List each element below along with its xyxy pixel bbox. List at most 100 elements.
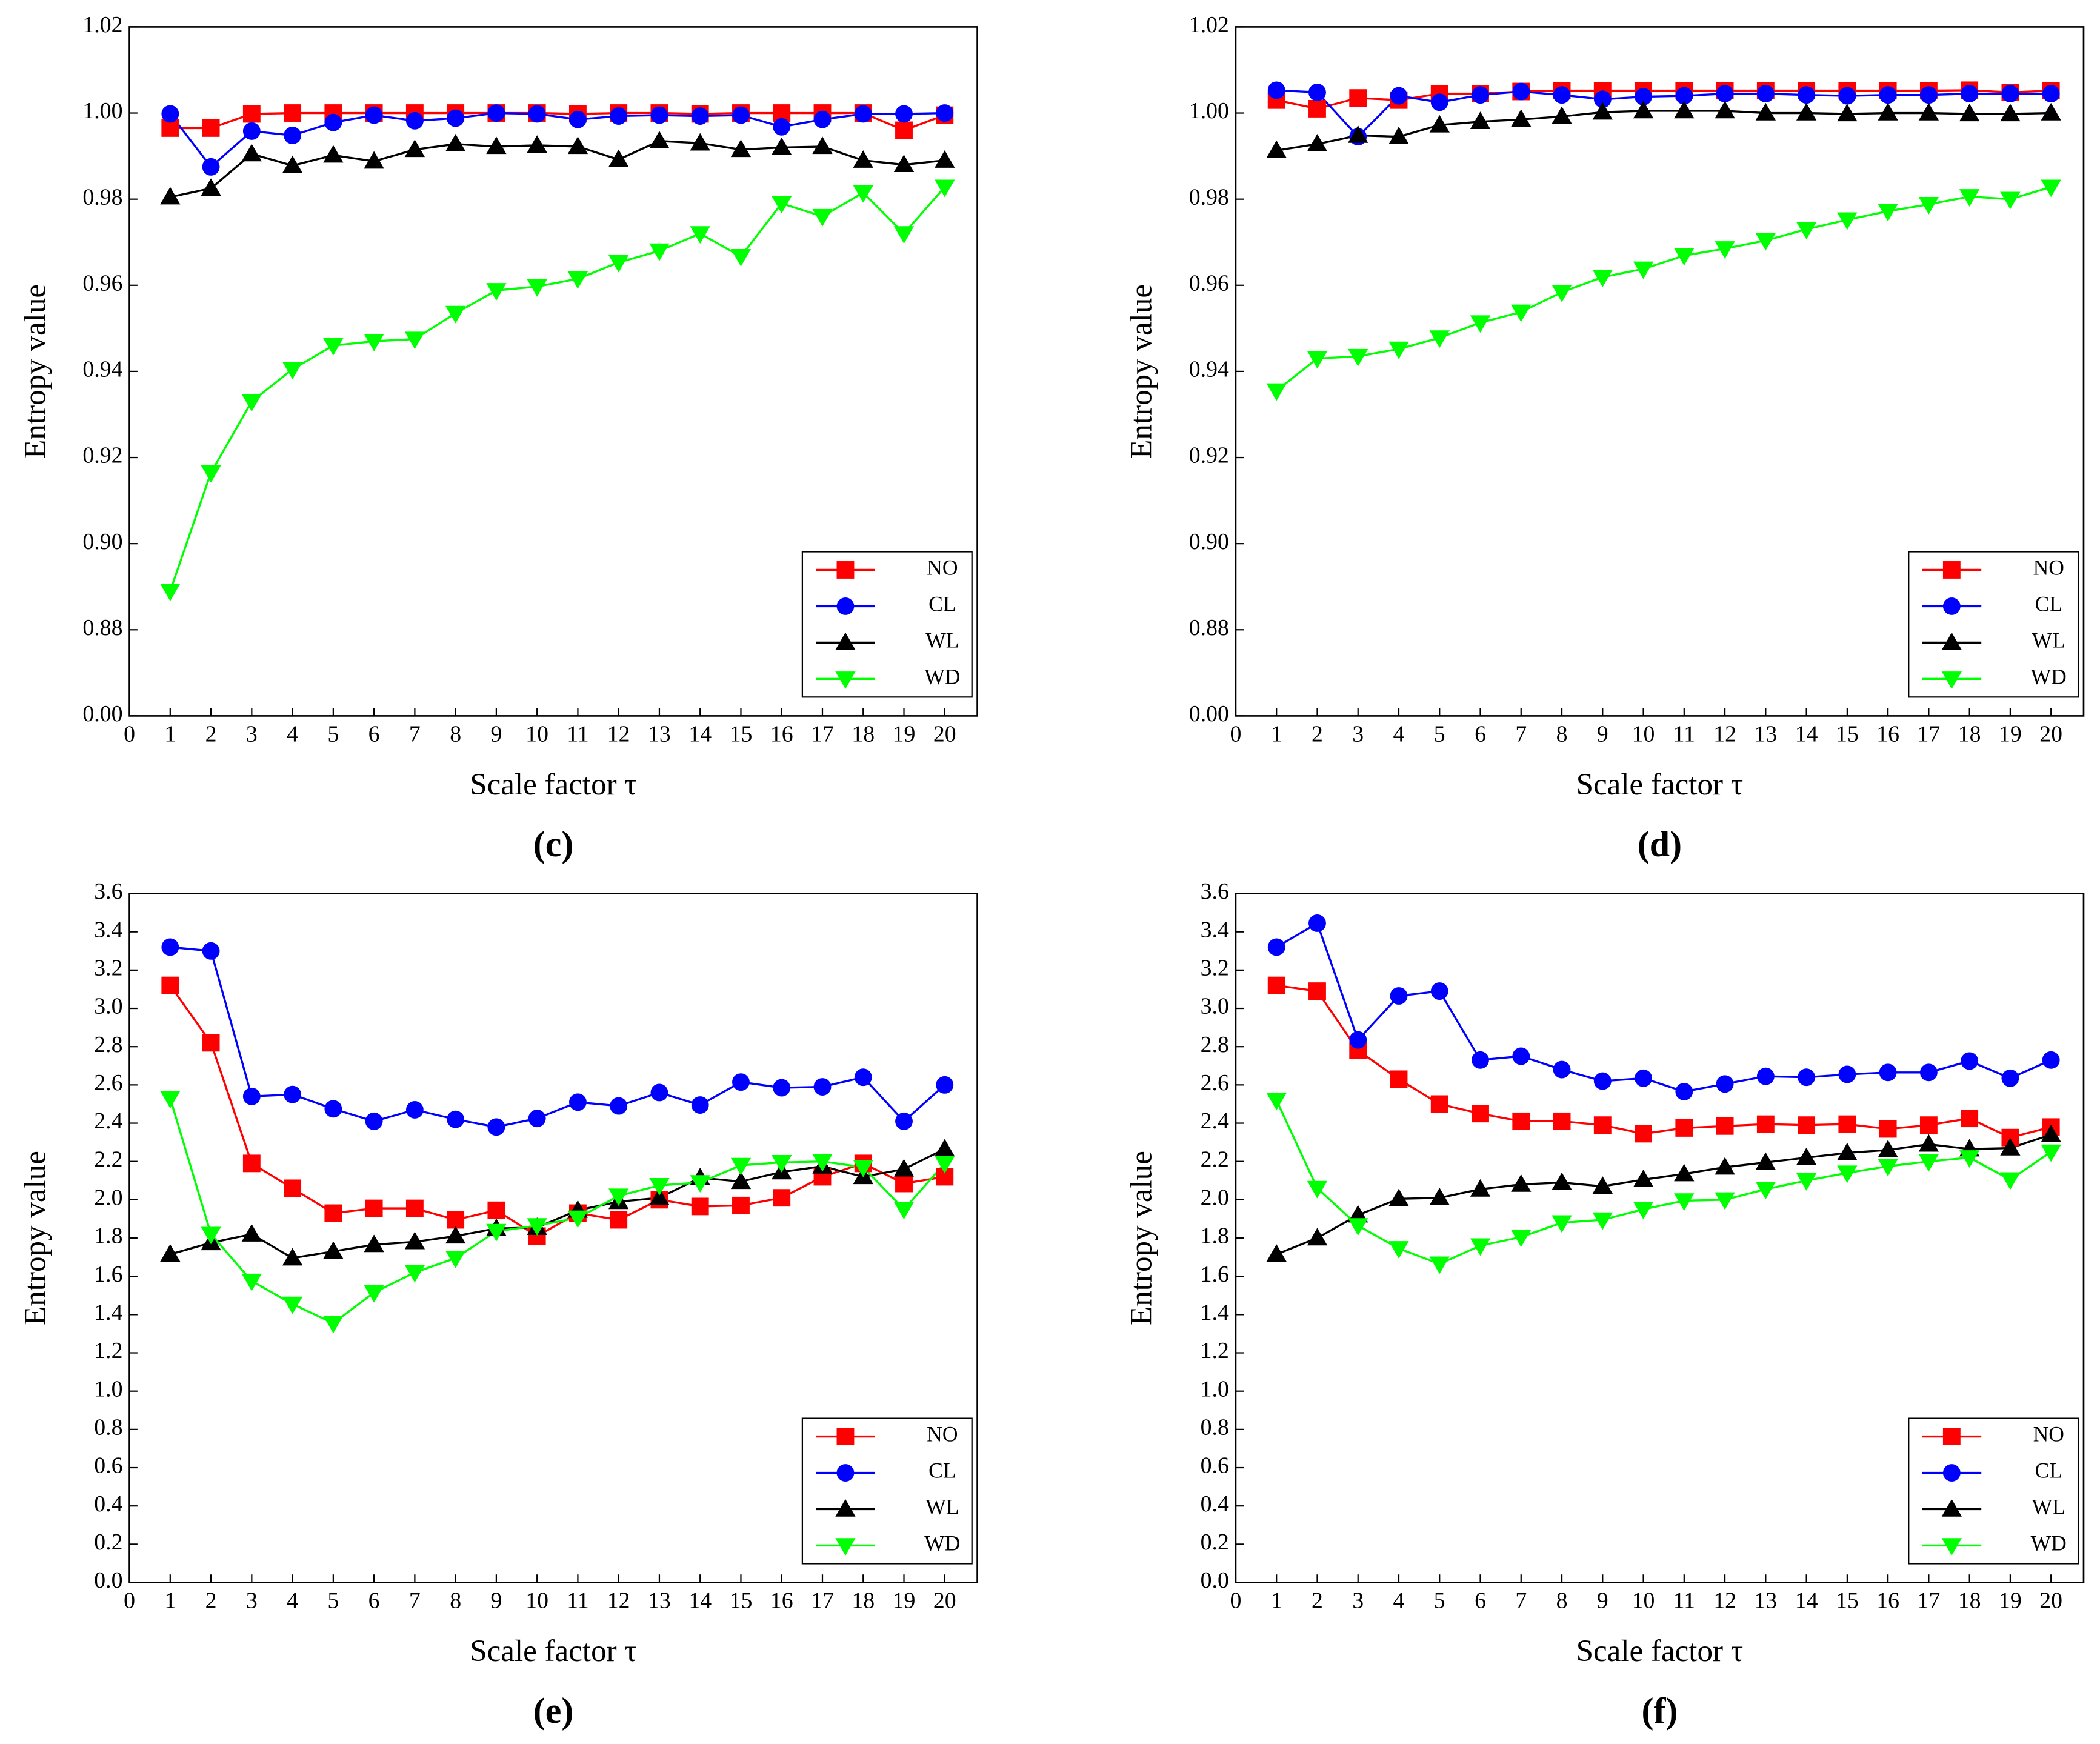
marker: [1552, 284, 1572, 302]
marker: [691, 1096, 709, 1114]
marker: [365, 1199, 383, 1217]
marker: [1511, 1230, 1532, 1248]
marker: [1879, 1120, 1897, 1138]
marker: [1348, 125, 1368, 143]
x-tick-label: 1: [164, 721, 176, 747]
marker: [1796, 222, 1817, 240]
marker: [730, 1157, 752, 1176]
marker: [1755, 233, 1776, 251]
marker: [1878, 102, 1898, 121]
y-tick-label: 1.0: [94, 1376, 122, 1402]
marker: [284, 127, 302, 144]
marker: [935, 1139, 955, 1157]
y-tick-label: 1.2: [94, 1338, 122, 1363]
marker: [1390, 1070, 1408, 1088]
marker: [1388, 341, 1409, 359]
marker: [1308, 99, 1326, 118]
plot-frame: [1235, 893, 2085, 1583]
x-tick-label: 2: [1312, 721, 1323, 747]
x-tick-label: 19: [1999, 721, 2022, 747]
x-tick-label: 4: [287, 1588, 298, 1613]
marker: [935, 179, 955, 198]
y-tick-label: 2.8: [1201, 1032, 1229, 1057]
marker: [2041, 179, 2061, 198]
x-tick-label: 1: [164, 1588, 176, 1613]
x-tick-label: 12: [607, 1588, 630, 1613]
y-tick-label: 3.2: [94, 956, 122, 981]
x-tick-label: 2: [205, 1588, 217, 1613]
marker: [1716, 1075, 1734, 1093]
x-tick-label: 12: [1713, 1588, 1736, 1613]
marker: [1879, 1063, 1897, 1082]
series-line: [169, 186, 946, 591]
y-tick-label: 0.94: [82, 357, 122, 382]
marker: [364, 1234, 384, 1253]
x-tick-label: 16: [770, 721, 793, 747]
marker: [893, 1202, 915, 1220]
x-tick-label: 17: [1918, 721, 1941, 747]
x-tick-label: 0: [124, 1588, 135, 1613]
x-tick-label: 10: [525, 721, 548, 747]
marker: [772, 1155, 792, 1173]
marker: [690, 226, 710, 244]
marker: [1267, 81, 1285, 99]
marker: [2001, 85, 2019, 102]
y-tick-label: 3.2: [1201, 956, 1229, 981]
x-tick-label: 15: [1836, 1588, 1859, 1613]
marker: [202, 158, 220, 176]
marker: [404, 1265, 425, 1283]
marker: [835, 1499, 856, 1517]
marker: [284, 1179, 302, 1197]
marker: [528, 105, 546, 123]
series-line: [1276, 110, 2052, 152]
marker: [567, 136, 588, 155]
marker: [1715, 101, 1735, 119]
marker: [447, 109, 465, 127]
marker: [202, 942, 220, 960]
marker: [835, 1538, 856, 1556]
marker: [242, 1154, 261, 1173]
y-tick-label: 0.4: [94, 1491, 122, 1517]
x-tick-label: 17: [811, 721, 834, 747]
y-tick-label: 2.6: [94, 1070, 122, 1096]
marker: [1552, 1172, 1572, 1190]
x-tick-label: 14: [688, 721, 712, 747]
marker: [405, 111, 424, 130]
series-line: [170, 1148, 945, 1259]
marker: [242, 1087, 261, 1105]
marker: [1838, 87, 1856, 105]
panel-caption: (f): [1642, 1691, 1678, 1731]
x-tick-label: 13: [648, 1588, 671, 1613]
legend-label: WL: [925, 1495, 959, 1519]
marker: [445, 134, 466, 151]
legend-label: NO: [2033, 1422, 2064, 1446]
marker: [282, 362, 303, 380]
marker: [161, 105, 179, 123]
marker: [649, 131, 670, 148]
marker: [1266, 1093, 1287, 1111]
marker: [690, 133, 710, 151]
marker: [1755, 1152, 1776, 1170]
marker: [1798, 1068, 1816, 1087]
y-tick-label: 0.90: [82, 529, 122, 554]
marker: [1919, 86, 1938, 104]
panel-caption: (d): [1638, 824, 1682, 864]
y-tick-label: 3.6: [1201, 879, 1229, 904]
x-tick-label: 2: [1312, 1588, 1323, 1613]
x-tick-label: 6: [368, 721, 380, 747]
marker: [1512, 1112, 1530, 1130]
legend-label: CL: [928, 1459, 956, 1483]
x-tick-label: 16: [1876, 721, 1899, 747]
marker: [1756, 85, 1775, 102]
marker: [404, 139, 425, 158]
marker: [1593, 1116, 1612, 1134]
x-tick-label: 10: [1632, 721, 1655, 747]
marker: [1430, 982, 1448, 1000]
marker: [1512, 1047, 1530, 1065]
marker: [2000, 1137, 2021, 1156]
marker: [772, 137, 792, 155]
y-tick-label: 0.8: [94, 1415, 122, 1440]
marker: [487, 1201, 505, 1219]
marker: [445, 1226, 466, 1244]
marker: [1307, 351, 1328, 369]
